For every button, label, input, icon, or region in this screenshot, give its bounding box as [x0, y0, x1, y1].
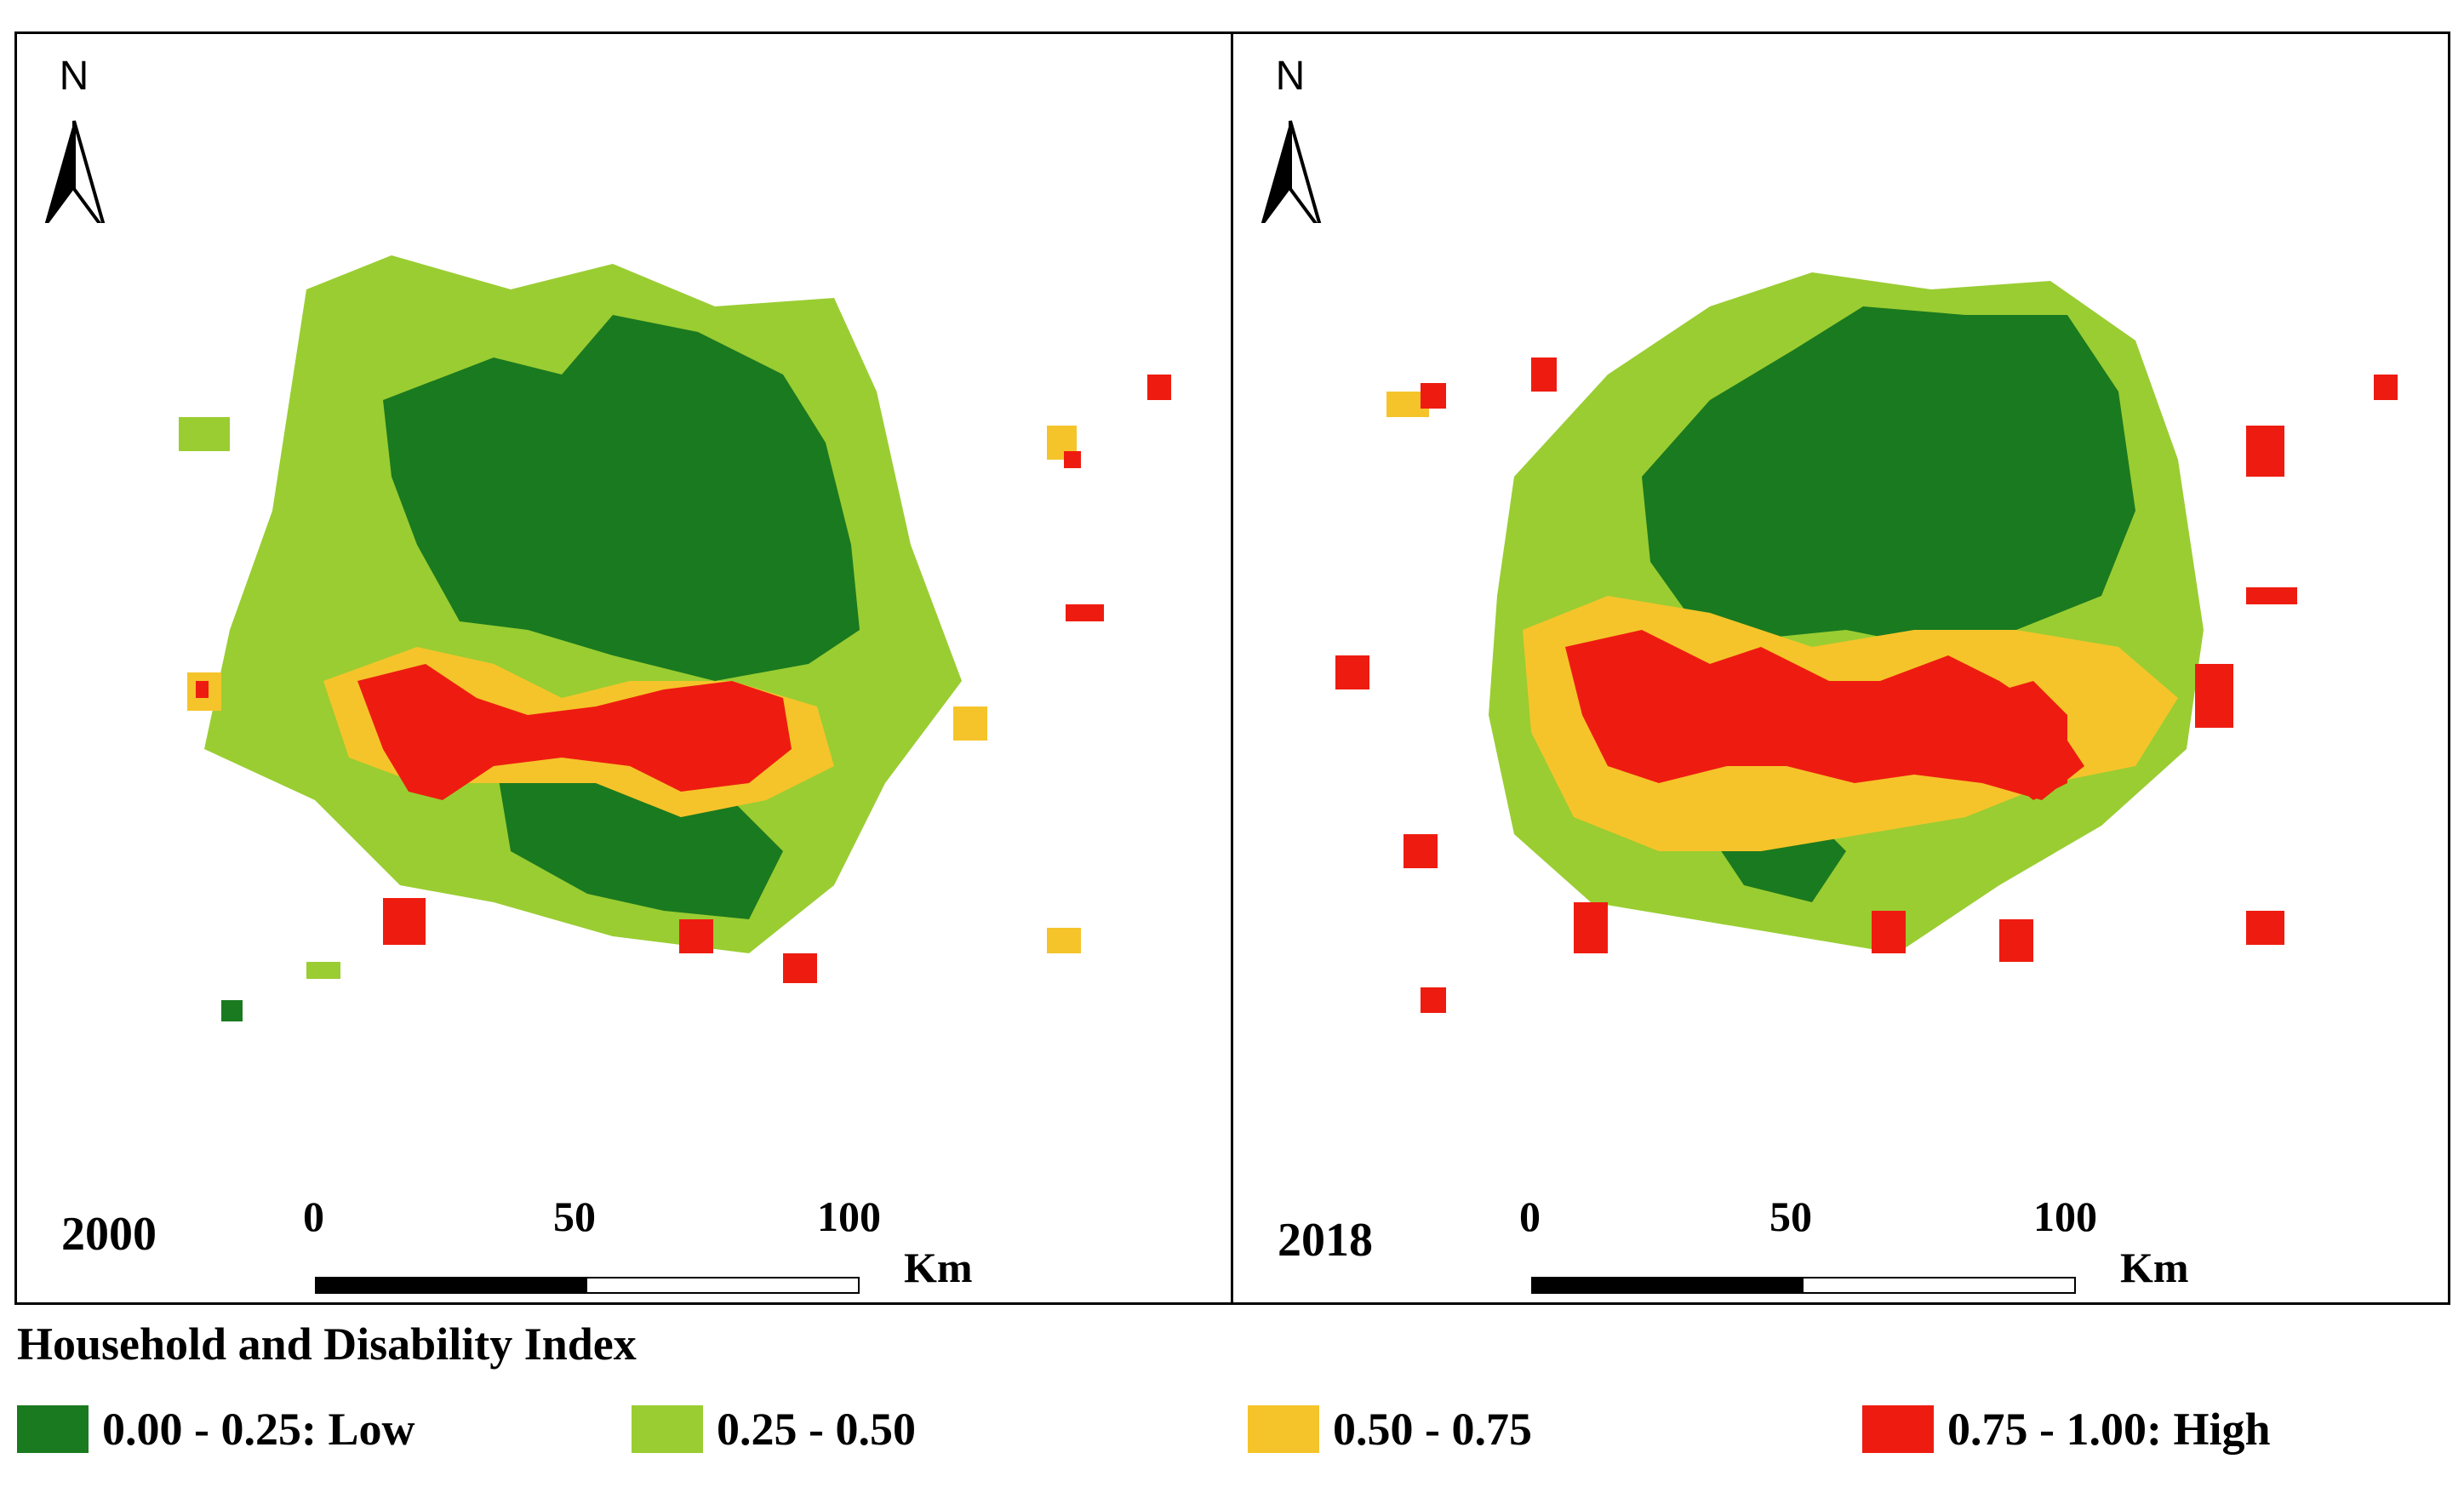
legend-label: 0.25 - 0.50: [717, 1404, 916, 1455]
scale-tick-50: 50: [553, 1193, 596, 1240]
satellite-patch: [2246, 911, 2284, 945]
satellite-patch: [196, 681, 209, 698]
north-label: N: [1275, 54, 1306, 99]
scale-bar-white-segment: [1802, 1277, 2076, 1294]
satellite-patch: [2374, 375, 2398, 400]
class-0.00-0.25-area: [1642, 306, 2135, 647]
satellite-patch: [783, 953, 817, 983]
north-arrow: N: [36, 53, 112, 223]
satellite-patch: [1872, 911, 1906, 953]
legend-item-mid-high: 0.50 - 0.75: [1248, 1403, 1532, 1456]
satellite-patch: [179, 417, 230, 451]
north-label: N: [59, 54, 89, 99]
scale-bar-white-segment: [586, 1277, 860, 1294]
satellite-patch: [1066, 604, 1104, 621]
legend-label: 0.50 - 0.75: [1333, 1404, 1532, 1455]
legend-swatch: [1862, 1405, 1934, 1453]
scale-unit: Km: [904, 1244, 973, 1291]
scale-tick-50: 50: [1769, 1193, 1812, 1240]
index-map-2018: [1335, 272, 2398, 1013]
satellite-patch: [2246, 426, 2284, 477]
year-label-2000: 2000: [61, 1208, 157, 1261]
legend-label: 0.75 - 1.00: High: [1947, 1404, 2271, 1455]
legend-swatch: [1248, 1405, 1319, 1453]
index-map-2000: [179, 255, 1171, 1021]
satellite-patch: [2195, 664, 2233, 728]
legend-item-low: 0.00 - 0.25: Low: [17, 1403, 414, 1456]
class-0.00-0.25-area: [383, 315, 860, 681]
satellite-patch: [1335, 655, 1369, 689]
scale-unit: Km: [2120, 1244, 2189, 1291]
legend-label: 0.00 - 0.25: Low: [102, 1404, 415, 1455]
satellite-patch: [1421, 987, 1446, 1013]
satellite-patch: [1047, 928, 1081, 953]
satellite-patch: [679, 919, 713, 953]
satellite-patch: [1064, 451, 1081, 468]
satellite-patch: [1531, 358, 1557, 392]
scale-bar: 0 50 100 Km: [1514, 1192, 2189, 1302]
scale-bar-black-segment: [1531, 1277, 1805, 1294]
scale-tick-100: 100: [2033, 1193, 2097, 1240]
legend-swatch: [17, 1405, 89, 1453]
scale-bar-black-segment: [315, 1277, 589, 1294]
satellite-patch: [1574, 902, 1608, 953]
satellite-patch: [221, 1000, 243, 1021]
scale-tick-0: 0: [1519, 1193, 1541, 1240]
north-arrow: N: [1252, 53, 1329, 223]
north-arrow-icon: [1261, 120, 1322, 223]
year-label-2018: 2018: [1278, 1214, 1373, 1267]
satellite-patch: [306, 962, 340, 979]
legend-item-mid-low: 0.25 - 0.50: [632, 1403, 916, 1456]
north-arrow-icon: [44, 120, 106, 223]
satellite-patch: [1404, 834, 1438, 868]
class-0.75-1.00-area: [1974, 681, 2067, 800]
class-0.75-1.00-area: [1565, 630, 2084, 800]
satellite-patch: [2246, 587, 2297, 604]
satellite-patch: [1421, 383, 1446, 409]
legend-title: Household and Disability Index: [17, 1319, 637, 1370]
map-panel-2000: N 2000 0 50 100 Km: [14, 31, 1233, 1305]
satellite-patch: [953, 706, 987, 741]
scale-bar: 0 50 100 Km: [298, 1192, 973, 1302]
satellite-patch: [1147, 375, 1171, 400]
legend-swatch: [632, 1405, 703, 1453]
class-0.75-1.00-area: [357, 664, 792, 800]
satellite-patch: [383, 898, 426, 945]
legend-item-high: 0.75 - 1.00: High: [1862, 1403, 2271, 1456]
satellite-patch: [1999, 919, 2033, 962]
map-panel-2018: N 2018 0 50 100 Km: [1231, 31, 2450, 1305]
scale-tick-0: 0: [303, 1193, 324, 1240]
scale-tick-100: 100: [817, 1193, 881, 1240]
